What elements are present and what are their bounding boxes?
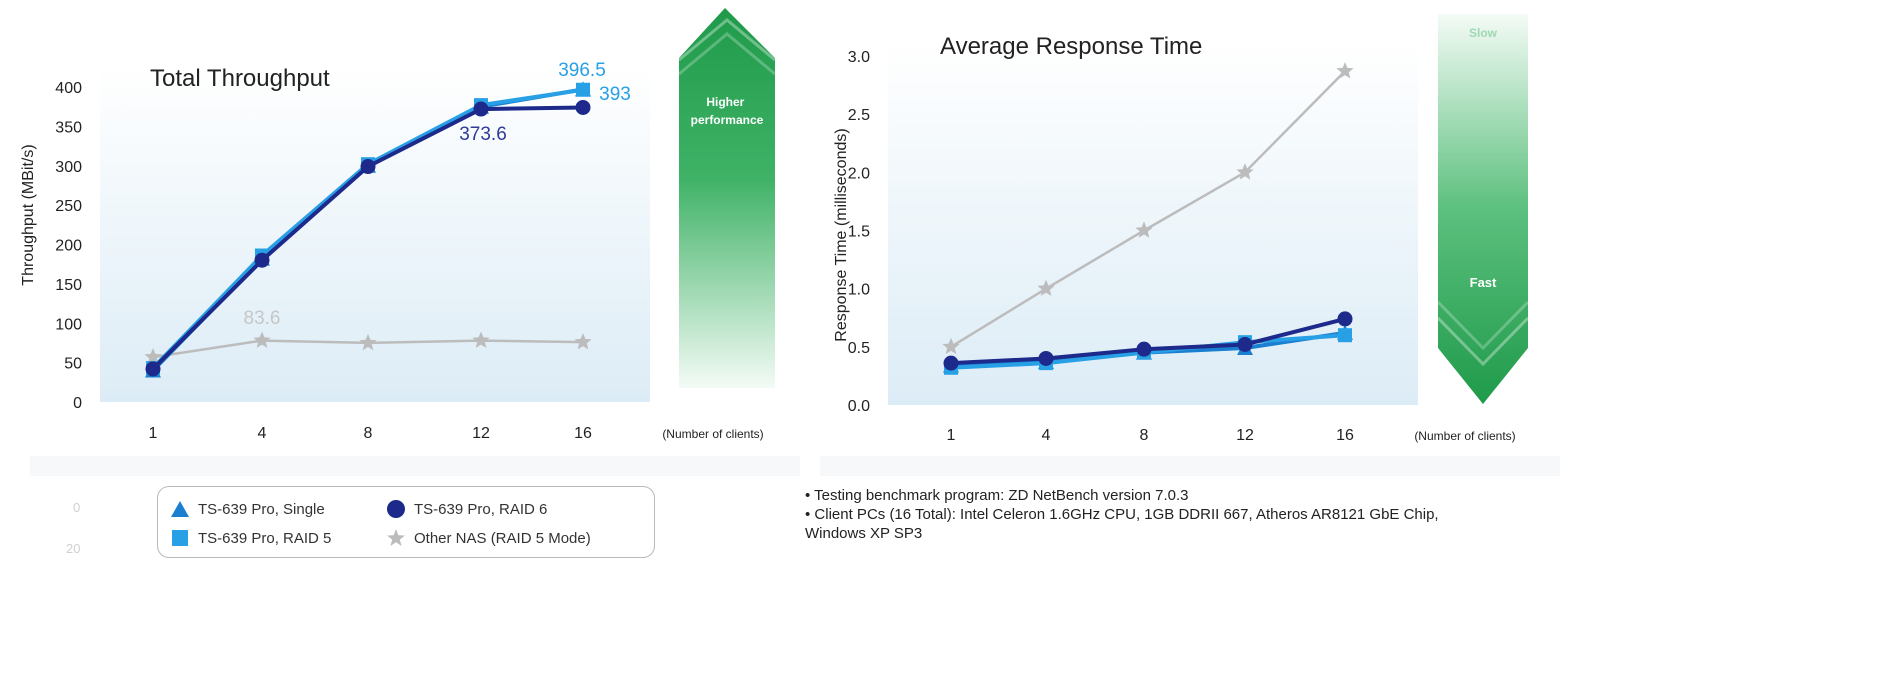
x-tick-label: 4 (1042, 427, 1051, 444)
y-tick-label: 50 (64, 356, 82, 373)
response-x-axis-label: (Number of clients) (1414, 429, 1515, 443)
response-plot-area (888, 40, 1418, 405)
data-point-square (1338, 328, 1352, 343)
y-tick-label: 1.5 (848, 224, 870, 241)
circle-marker-icon (387, 500, 405, 518)
square-marker-icon (172, 530, 188, 546)
legend-label: TS-639 Pro, RAID 5 (198, 529, 332, 547)
data-point-star (574, 333, 592, 350)
slow-label: Slow (1469, 26, 1498, 40)
x-tick-label: 8 (364, 425, 373, 442)
throughput-y-axis-label: Throughput (MBit/s) (20, 144, 37, 285)
y-tick-label: 2.0 (848, 165, 870, 182)
star-marker-icon (387, 529, 405, 546)
throughput-title: Total Throughput (150, 65, 330, 92)
legend-item-raid6: TS-639 Pro, RAID 6 (386, 499, 547, 519)
y-tick-label: 0.5 (848, 340, 870, 357)
data-point-circle (473, 101, 489, 117)
y-tick-label: 0.0 (848, 398, 870, 415)
data-label-83-6: 83.6 (244, 308, 281, 329)
y-tick-label: 100 (55, 316, 82, 333)
legend: TS-639 Pro, Single TS-639 Pro, RAID 6 TS… (157, 486, 655, 558)
data-point-circle (254, 252, 270, 268)
response-title: Average Response Time (940, 33, 1202, 60)
y-tick-label: 350 (55, 119, 82, 136)
data-point-circle (145, 361, 161, 377)
note-line: • Testing benchmark program: ZD NetBench… (805, 487, 1189, 504)
data-point-star (359, 333, 377, 351)
data-point-circle (1237, 337, 1253, 353)
x-tick-label: 1 (947, 427, 956, 444)
ghost-tick-0: 0 (73, 500, 81, 515)
legend-label: TS-639 Pro, Single (198, 500, 325, 518)
y-tick-label: 2.5 (848, 107, 870, 124)
y-tick-label: 300 (55, 159, 82, 176)
x-tick-label: 4 (258, 425, 267, 442)
data-point-circle (575, 99, 591, 115)
x-tick-label: 12 (1236, 427, 1254, 444)
data-label-393: 393 (599, 84, 631, 105)
x-tick-label: 8 (1140, 427, 1149, 444)
data-point-circle (1038, 350, 1054, 366)
legend-item-raid5: TS-639 Pro, RAID 5 (170, 528, 331, 548)
legend-label: Other NAS (RAID 5 Mode) (414, 529, 591, 547)
data-point-star (1135, 221, 1153, 238)
data-point-circle (1136, 341, 1152, 357)
y-tick-label: 400 (55, 80, 82, 97)
y-tick-label: 150 (55, 277, 82, 294)
response-x-ticks: 1 4 8 12 16 (947, 427, 1354, 444)
throughput-x-ticks: 1 4 8 12 16 (149, 425, 592, 442)
response-y-ticks: 0.0 0.5 1.0 1.5 2.0 2.5 3.0 (848, 49, 870, 415)
slow-fast-arrow: Slow Fast (1436, 14, 1530, 404)
throughput-x-axis-label: (Number of clients) (662, 427, 763, 441)
data-point-circle (1337, 311, 1353, 327)
ghost-tick-20: 20 (66, 541, 81, 556)
legend-item-single: TS-639 Pro, Single (170, 499, 325, 519)
data-point-star (1236, 163, 1254, 180)
throughput-chart: Total Throughput Throughput (MBit/s) (Nu… (20, 8, 776, 442)
throughput-series (144, 81, 592, 378)
data-point-star (1336, 62, 1354, 79)
data-label-373-6: 373.6 (459, 124, 507, 145)
note-line: • Client PCs (16 Total): Intel Celeron 1… (805, 506, 1439, 523)
throughput-plot-area (100, 65, 650, 402)
triangle-marker-icon (171, 501, 189, 517)
response-y-axis-label: Response Time (milliseconds) (833, 128, 850, 341)
higher-performance-label: Higher performance (691, 95, 764, 127)
y-tick-label: 1.0 (848, 282, 870, 299)
x-tick-label: 16 (574, 425, 592, 442)
data-point-star (1037, 279, 1055, 296)
throughput-y-ticks: 0 50 100 150 200 250 300 350 400 (55, 80, 82, 412)
y-tick-label: 0 (73, 395, 82, 412)
y-tick-label: 250 (55, 198, 82, 215)
fast-label: Fast (1470, 275, 1497, 290)
data-point-circle (943, 355, 959, 371)
reflection-strip-left (30, 456, 800, 476)
note-line: Windows XP SP3 (805, 525, 923, 542)
benchmark-notes: • Testing benchmark program: ZD NetBench… (805, 486, 1885, 543)
response-time-chart: Average Response Time Response Time (mil… (833, 14, 1530, 444)
legend-label: TS-639 Pro, RAID 6 (414, 500, 548, 518)
y-tick-label: 200 (55, 238, 82, 255)
data-point-star (472, 331, 490, 348)
data-point-star (144, 348, 162, 365)
x-tick-label: 16 (1336, 427, 1354, 444)
reflection-strip-right (820, 456, 1560, 476)
data-label-396-5: 396.5 (558, 60, 606, 81)
data-point-star (942, 337, 960, 355)
x-tick-label: 1 (149, 425, 158, 442)
legend-item-other-nas: Other NAS (RAID 5 Mode) (386, 528, 591, 548)
x-tick-label: 12 (472, 425, 490, 442)
data-point-star (253, 331, 271, 348)
data-point-circle (360, 159, 376, 175)
higher-performance-arrow: Higher performance (678, 8, 776, 388)
y-tick-label: 3.0 (848, 49, 870, 66)
data-point-square (576, 82, 590, 97)
response-series (942, 62, 1354, 375)
